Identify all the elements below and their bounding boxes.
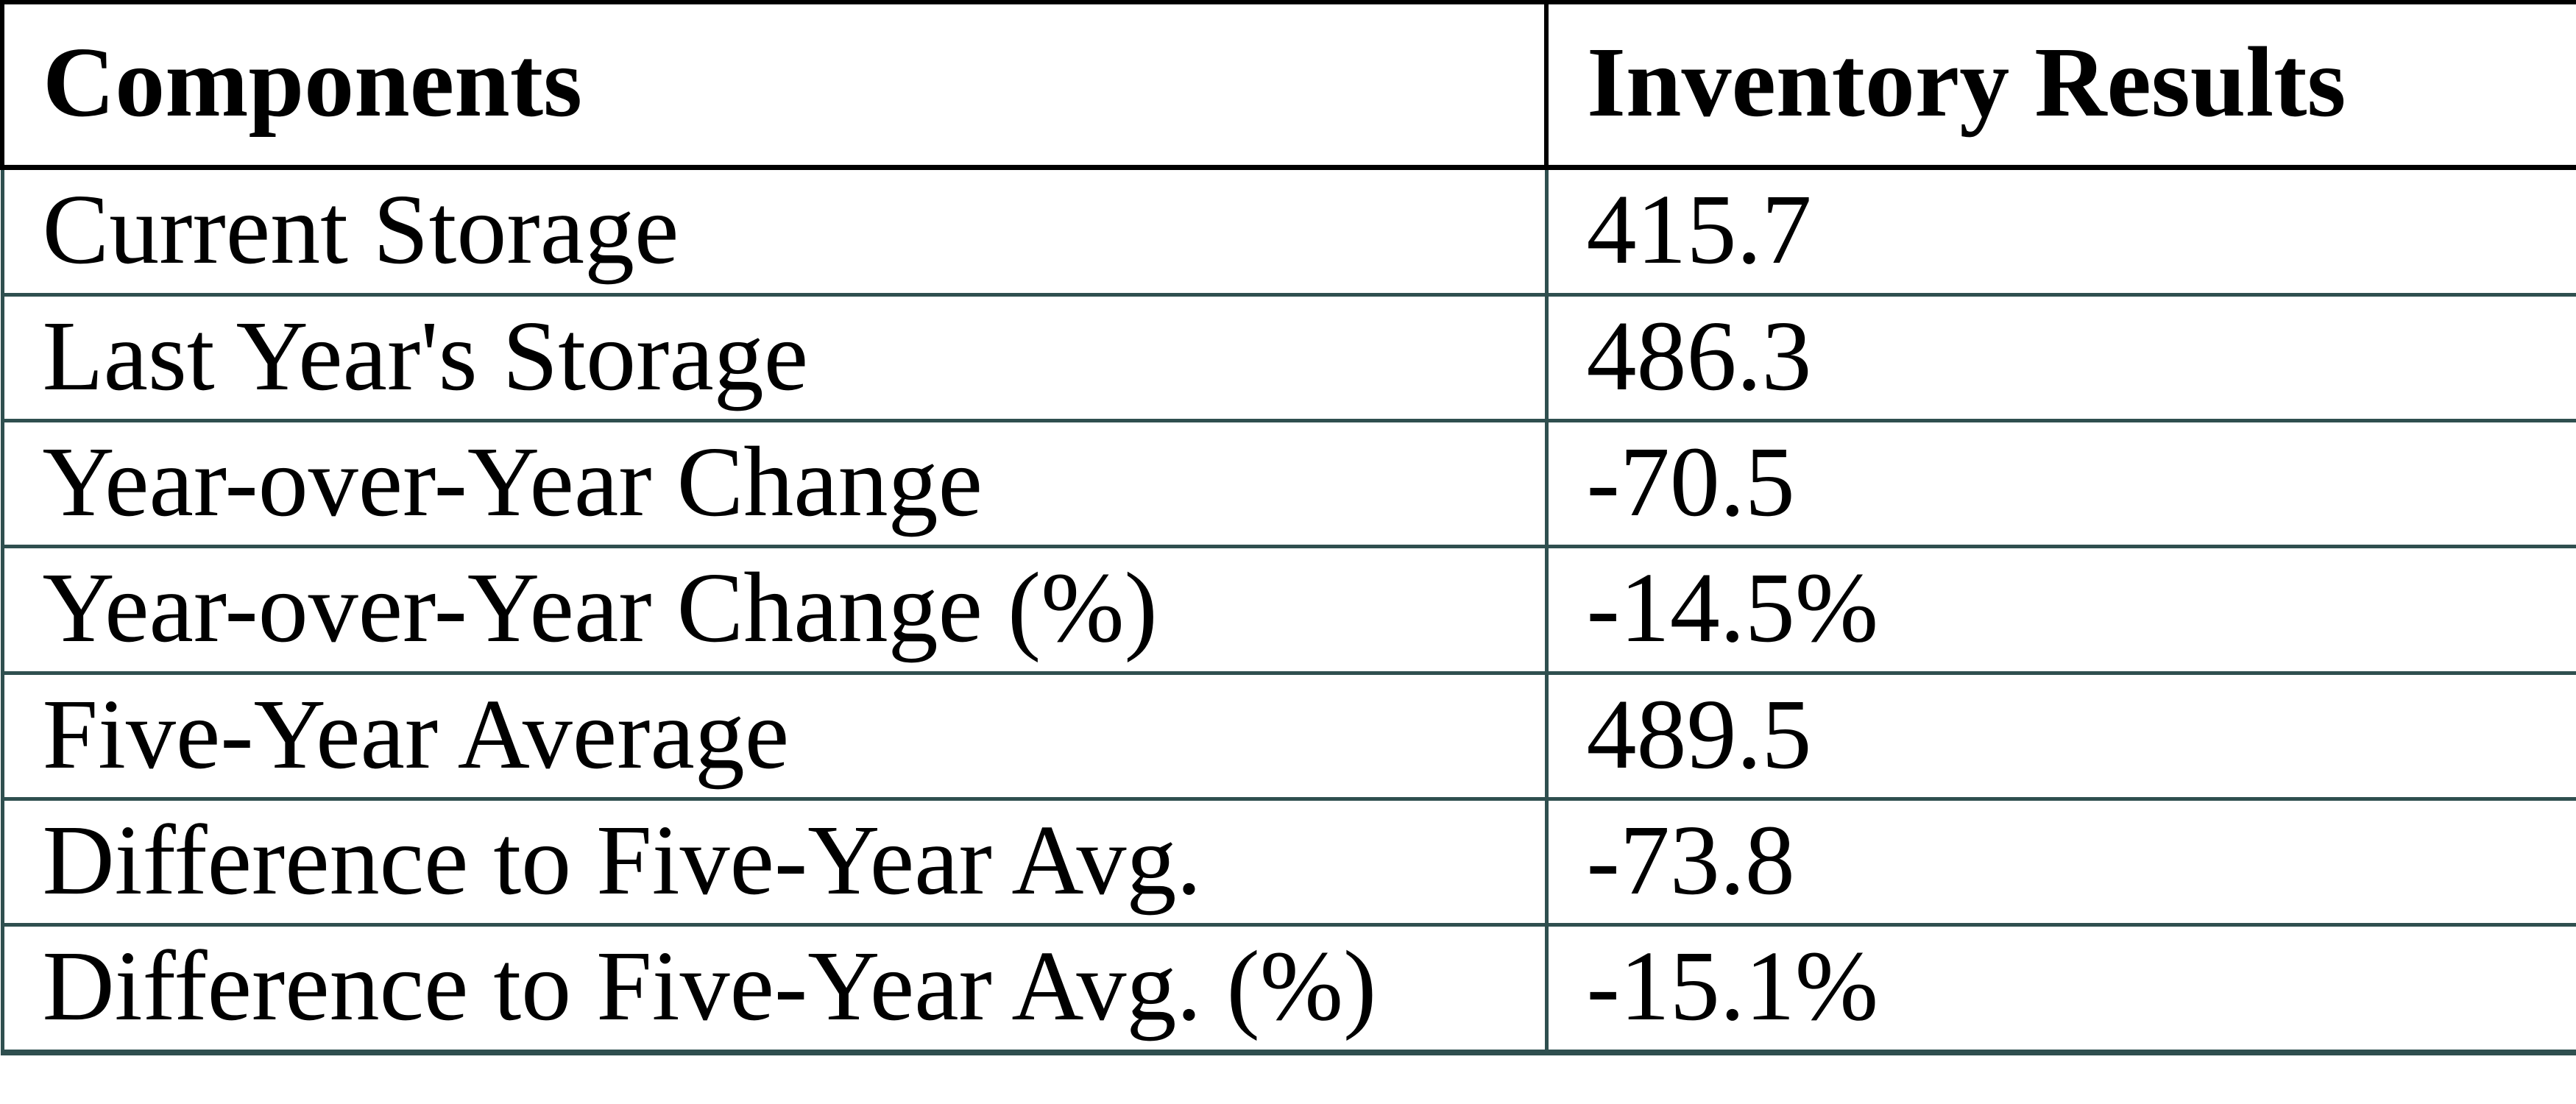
table-row: Last Year's Storage 486.3 [0, 292, 2576, 422]
table-row: Current Storage 415.7 [0, 165, 2576, 297]
table-row: Year-over-Year Change (%) -14.5% [0, 545, 2576, 675]
result-cell: 415.7 [1544, 165, 2576, 297]
result-cell: 486.3 [1544, 292, 2576, 422]
component-cell: Difference to Five-Year Avg. (%) [0, 923, 1549, 1055]
column-header-inventory-results: Inventory Results [1544, 0, 2576, 171]
result-cell: -15.1% [1544, 923, 2576, 1055]
component-cell: Current Storage [0, 165, 1549, 297]
component-cell: Last Year's Storage [0, 292, 1549, 422]
component-cell: Difference to Five-Year Avg. [0, 796, 1549, 927]
table-row: Five-Year Average 489.5 [0, 670, 2576, 801]
result-cell: -73.8 [1544, 796, 2576, 927]
inventory-results-table: Components Inventory Results Current Sto… [0, 0, 2576, 1055]
component-cell: Year-over-Year Change [0, 418, 1549, 549]
header-row: Components Inventory Results [0, 0, 2576, 171]
component-cell: Five-Year Average [0, 670, 1549, 801]
result-cell: -14.5% [1544, 545, 2576, 675]
column-header-components: Components [0, 0, 1549, 171]
result-cell: 489.5 [1544, 670, 2576, 801]
component-cell: Year-over-Year Change (%) [0, 545, 1549, 675]
table-row: Difference to Five-Year Avg. -73.8 [0, 796, 2576, 927]
table-row: Difference to Five-Year Avg. (%) -15.1% [0, 923, 2576, 1055]
table-row: Year-over-Year Change -70.5 [0, 418, 2576, 549]
result-cell: -70.5 [1544, 418, 2576, 549]
